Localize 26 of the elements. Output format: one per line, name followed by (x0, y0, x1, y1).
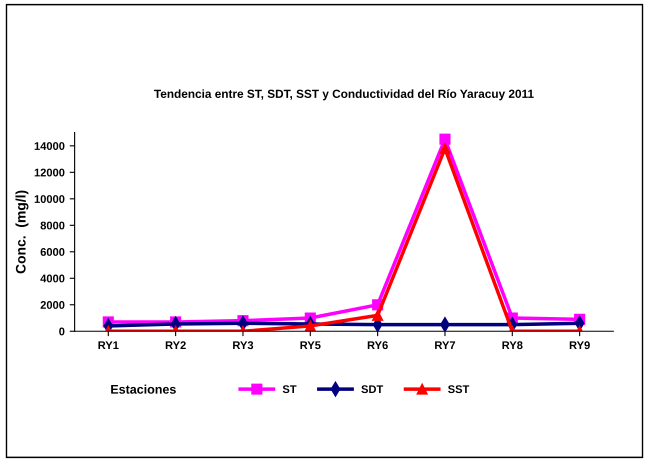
chart-title: Tendencia entre ST, SDT, SST y Conductividad del Río Yaracuy 2011 (154, 89, 534, 100)
y-tick-label: 10000 (34, 195, 64, 203)
legend-label: SST (448, 385, 470, 394)
point (372, 310, 384, 321)
x-tick-label: RY5 (300, 341, 321, 350)
x-tick-label: RY9 (570, 341, 590, 350)
legend-label: SDT (361, 385, 384, 394)
point (439, 142, 451, 154)
y-tick-label: 8000 (40, 222, 64, 230)
point (304, 320, 316, 332)
x-tick-label: RY3 (233, 341, 254, 350)
y-axis-title: Conc. (mg/l) (15, 190, 28, 274)
y-tick-label: 0 (59, 328, 64, 336)
x-axis-title: Estaciones (111, 384, 176, 394)
y-tick-label: 2000 (40, 301, 64, 309)
x-tick-label: RY2 (166, 341, 186, 350)
legend-label: ST (282, 385, 296, 394)
x-tick-label: RY8 (502, 341, 523, 350)
y-tick-label: 4000 (40, 274, 64, 282)
x-tick-label: RY7 (435, 341, 456, 350)
y-tick-label: 6000 (40, 248, 64, 256)
y-tick-label: 14000 (34, 142, 64, 150)
y-tick-label: 12000 (34, 168, 64, 176)
x-tick-label: RY1 (98, 341, 119, 350)
point (439, 134, 451, 145)
x-tick-label: RY6 (368, 341, 388, 350)
